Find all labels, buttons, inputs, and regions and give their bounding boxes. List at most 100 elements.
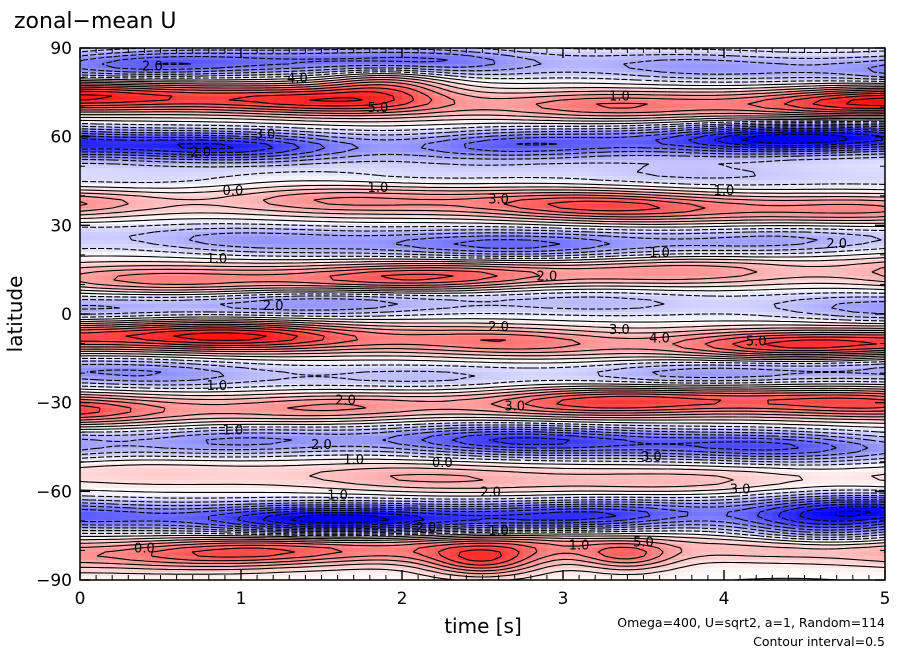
field-cell	[200, 152, 210, 157]
field-cell	[120, 236, 129, 241]
field-cell	[860, 144, 870, 149]
field-cell	[184, 68, 194, 73]
field-cell	[522, 168, 532, 173]
field-cell	[216, 180, 226, 185]
field-cell	[160, 244, 170, 249]
field-cell	[120, 140, 129, 145]
field-cell	[659, 104, 669, 109]
field-cell	[313, 96, 323, 101]
field-cell	[812, 108, 822, 113]
field-cell	[756, 112, 765, 117]
field-cell	[281, 68, 290, 73]
field-cell	[820, 68, 830, 73]
field-cell	[804, 212, 814, 217]
field-cell	[707, 48, 717, 53]
field-cell	[224, 240, 234, 245]
field-cell	[748, 176, 757, 181]
field-cell	[659, 180, 669, 185]
field-cell	[442, 208, 451, 213]
field-cell	[691, 144, 701, 149]
field-cell	[780, 216, 789, 221]
field-cell	[514, 112, 524, 117]
field-cell	[595, 228, 604, 233]
field-cell	[828, 52, 838, 57]
field-cell	[184, 176, 194, 181]
field-cell	[563, 128, 572, 133]
field-cell	[651, 140, 661, 145]
field-cell	[546, 56, 556, 61]
field-cell	[595, 68, 604, 73]
field-cell	[112, 244, 121, 249]
field-cell	[715, 100, 725, 105]
field-cell	[788, 228, 798, 233]
field-cell	[546, 80, 556, 85]
field-cell	[611, 164, 620, 169]
field-cell	[764, 184, 773, 189]
field-cell	[772, 204, 781, 209]
field-cell	[506, 100, 516, 105]
field-cell	[740, 68, 749, 73]
field-cell	[538, 236, 548, 241]
field-cell	[321, 236, 331, 241]
field-cell	[748, 240, 757, 245]
field-cell	[128, 116, 137, 121]
field-cell	[860, 100, 870, 105]
field-cell	[764, 64, 773, 69]
field-cell	[530, 212, 540, 217]
field-cell	[442, 188, 451, 193]
field-cell	[619, 184, 628, 189]
field-cell	[691, 188, 701, 193]
field-cell	[546, 96, 556, 101]
field-cell	[844, 212, 854, 217]
field-cell	[530, 56, 540, 61]
field-cell	[748, 104, 757, 109]
field-cell	[788, 60, 798, 65]
field-cell	[426, 180, 435, 185]
field-cell	[506, 236, 516, 241]
field-cell	[184, 120, 194, 125]
field-cell	[377, 104, 387, 109]
field-cell	[603, 220, 612, 225]
field-cell	[152, 240, 162, 245]
field-cell	[297, 88, 306, 93]
field-cell	[377, 172, 387, 177]
field-cell	[353, 80, 363, 85]
field-cell	[224, 76, 234, 81]
field-cell	[353, 104, 363, 109]
field-cell	[458, 88, 467, 93]
field-cell	[297, 72, 306, 77]
field-cell	[796, 144, 806, 149]
field-cell	[120, 216, 129, 221]
field-cell	[128, 204, 137, 209]
field-cell	[458, 132, 467, 137]
field-cell	[232, 148, 242, 153]
field-cell	[321, 208, 331, 213]
field-cell	[192, 136, 202, 141]
field-cell	[482, 92, 492, 97]
field-cell	[216, 124, 226, 129]
field-cell	[200, 188, 210, 193]
field-cell	[812, 232, 822, 237]
field-cell	[643, 60, 653, 65]
field-cell	[603, 100, 612, 105]
field-cell	[635, 124, 645, 129]
field-cell	[458, 52, 467, 57]
field-cell	[860, 236, 870, 241]
field-cell	[820, 112, 830, 117]
field-cell	[337, 152, 347, 157]
field-cell	[611, 240, 620, 245]
field-cell	[257, 200, 266, 205]
field-cell	[241, 144, 250, 149]
field-cell	[241, 220, 250, 225]
field-cell	[675, 240, 685, 245]
field-cell	[281, 92, 290, 97]
field-cell	[579, 176, 588, 181]
field-cell	[450, 92, 459, 97]
field-cell	[764, 136, 773, 141]
field-cell	[120, 148, 129, 153]
field-cell	[675, 76, 685, 81]
field-cell	[764, 224, 773, 229]
field-cell	[579, 232, 588, 237]
field-cell	[273, 192, 282, 197]
field-cell	[80, 68, 89, 73]
